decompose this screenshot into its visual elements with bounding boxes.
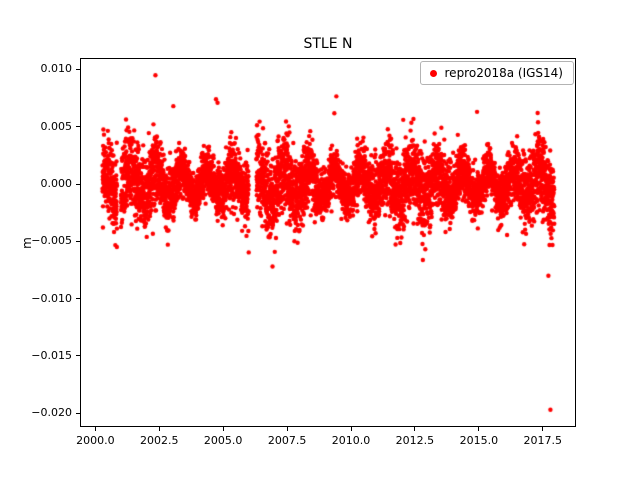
y-tick-label: −0.010: [31, 291, 72, 305]
x-tick-mark: [542, 427, 544, 431]
plot-area: [80, 58, 576, 427]
x-tick-label: 2007.5: [267, 434, 307, 447]
x-tick-label: 2010.0: [331, 434, 371, 447]
x-tick-mark: [350, 427, 352, 431]
x-tick-label: 2015.0: [459, 434, 499, 447]
y-tick-label: 0.010: [40, 62, 73, 76]
legend: repro2018a (IGS14): [419, 61, 574, 85]
x-tick-label: 2012.5: [395, 434, 435, 447]
y-tick-label: −0.005: [31, 234, 72, 248]
x-tick-label: 2000.0: [76, 434, 115, 447]
legend-marker-dot-icon: [429, 69, 437, 77]
y-tick-mark: [76, 126, 80, 128]
y-tick-mark: [76, 183, 80, 185]
x-tick-label: 2002.5: [140, 434, 179, 447]
y-tick-mark: [76, 68, 80, 70]
y-tick-mark: [76, 412, 80, 414]
x-tick-mark: [94, 427, 96, 431]
y-tick-label: −0.020: [31, 406, 72, 420]
legend-label: repro2018a (IGS14): [444, 66, 563, 80]
y-tick-label: 0.000: [40, 177, 73, 191]
x-tick-mark: [414, 427, 416, 431]
x-tick-label: 2005.0: [203, 434, 243, 447]
y-tick-mark: [76, 355, 80, 357]
y-tick-label: 0.005: [40, 119, 73, 133]
x-tick-mark: [478, 427, 480, 431]
x-tick-label: 2017.5: [523, 434, 563, 447]
scatter-canvas: [81, 59, 575, 426]
x-tick-mark: [222, 427, 224, 431]
y-tick-mark: [76, 240, 80, 242]
x-tick-mark: [286, 427, 288, 431]
chart-title: STLE N: [303, 36, 353, 52]
x-tick-mark: [158, 427, 160, 431]
y-tick-mark: [76, 298, 80, 300]
y-tick-label: −0.015: [31, 348, 72, 362]
